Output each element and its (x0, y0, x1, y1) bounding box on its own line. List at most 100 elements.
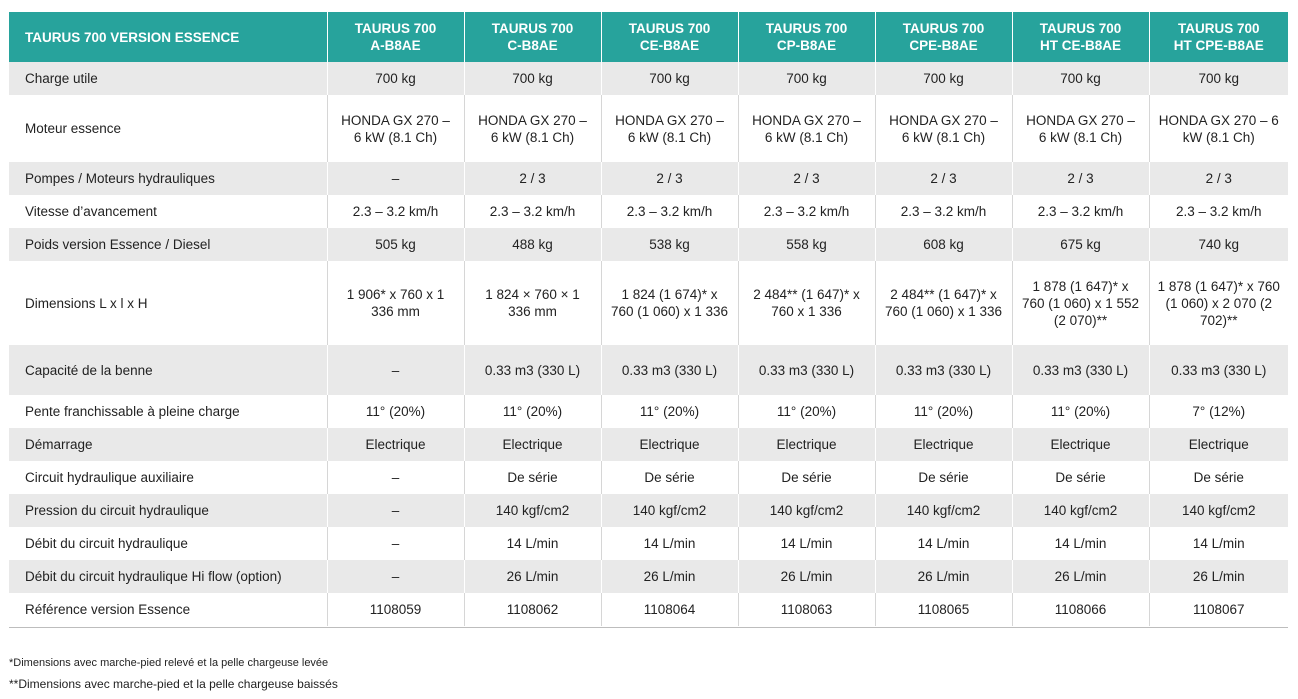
row-label: Débit du circuit hydraulique Hi flow (op… (9, 560, 327, 593)
table-cell: 538 kg (600, 228, 738, 261)
table-cell: 14 L/min (1148, 527, 1288, 560)
table-cell: 11° (20%) (1011, 395, 1149, 428)
table-cell: 2 484** (1 647)* x 760 (1 060) x 1 336 (874, 261, 1012, 345)
table-cell: 2 / 3 (874, 162, 1012, 195)
table-cell: 1108067 (1148, 593, 1288, 626)
model-name: TAURUS 700 (491, 21, 574, 36)
table-cell: 1108062 (463, 593, 601, 626)
spec-body: Charge utile 700 kg 700 kg 700 kg 700 kg 700 … (9, 62, 1288, 626)
table-cell: 1108064 (600, 593, 738, 626)
table-cell: 700 kg (1011, 62, 1149, 95)
model-name: TAURUS 700 (628, 21, 711, 36)
row-label: Pression du circuit hydraulique (9, 494, 327, 527)
table-cell: 0.33 m3 (330 L) (1011, 345, 1149, 395)
table-cell: 1108063 (737, 593, 875, 626)
table-cell: 2 484** (1 647)* x 760 x 1 336 (737, 261, 875, 345)
table-cell: 0.33 m3 (330 L) (600, 345, 738, 395)
table-cell: – (326, 461, 464, 494)
table-cell: 14 L/min (600, 527, 738, 560)
table-cell: 11° (20%) (874, 395, 1012, 428)
table-cell: 700 kg (463, 62, 601, 95)
table-cell: HONDA GX 270 – 6 kW (8.1 Ch) (600, 95, 738, 162)
table-cell: 11° (20%) (600, 395, 738, 428)
table-cell: 14 L/min (463, 527, 601, 560)
table-cell: 2 / 3 (1011, 162, 1149, 195)
table-cell: 700 kg (600, 62, 738, 95)
table-cell: – (326, 162, 464, 195)
table-cell: Electrique (737, 428, 875, 461)
table-cell: – (326, 527, 464, 560)
table-cell: HONDA GX 270 – 6 kW (8.1 Ch) (1011, 95, 1149, 162)
table-cell: 608 kg (874, 228, 1012, 261)
table-row: Vitesse d’avancement 2.3 – 3.2 km/h 2.3 – … (9, 195, 1288, 228)
table-cell: De série (600, 461, 738, 494)
table-cell: De série (1011, 461, 1149, 494)
table-cell: Electrique (326, 428, 464, 461)
table-cell: 2.3 – 3.2 km/h (326, 195, 464, 228)
model-code: A-B8AE (370, 38, 421, 53)
table-cell: De série (1148, 461, 1288, 494)
header-row: TAURUS 700 VERSION ESSENCE TAURUS 700 A-B… (9, 12, 1288, 62)
table-cell: 505 kg (326, 228, 464, 261)
table-cell: 700 kg (326, 62, 464, 95)
table-cell: 14 L/min (1011, 527, 1149, 560)
table-cell: 11° (20%) (737, 395, 875, 428)
model-code: HT CPE-B8AE (1173, 38, 1264, 53)
table-cell: De série (463, 461, 601, 494)
table-cell: Electrique (1011, 428, 1149, 461)
table-cell: 26 L/min (737, 560, 875, 593)
table-cell: 14 L/min (874, 527, 1012, 560)
table-cell: 2.3 – 3.2 km/h (600, 195, 738, 228)
table-cell: 0.33 m3 (330 L) (1148, 345, 1288, 395)
bottom-divider (9, 627, 1288, 628)
table-row: Référence version Essence 1108059 1108062 1… (9, 593, 1288, 626)
footnote-1: *Dimensions avec marche-pied relevé et l… (9, 657, 329, 669)
table-row: Débit du circuit hydraulique –14 L/min 14 … (9, 527, 1288, 560)
row-label: Référence version Essence (9, 593, 327, 626)
table-cell: HONDA GX 270 – 6 kW (8.1 Ch) (874, 95, 1012, 162)
table-cell: Electrique (1148, 428, 1288, 461)
table-row: Démarrage Electrique Electrique Electrique E… (9, 428, 1288, 461)
table-cell: De série (874, 461, 1012, 494)
model-name: TAURUS 700 (354, 21, 437, 36)
table-cell: 700 kg (737, 62, 875, 95)
table-cell: 2.3 – 3.2 km/h (1011, 195, 1149, 228)
model-name: TAURUS 700 (1039, 21, 1122, 36)
model-header: TAURUS 700 C-B8AE (463, 12, 601, 62)
table-cell: 26 L/min (874, 560, 1012, 593)
row-label: Pompes / Moteurs hydrauliques (9, 162, 327, 195)
table-row: Moteur essence HONDA GX 270 – 6 kW (8.1 C… (9, 95, 1288, 162)
table-cell: – (326, 494, 464, 527)
table-row: Pression du circuit hydraulique –140 kgf/… (9, 494, 1288, 527)
table-cell: 26 L/min (463, 560, 601, 593)
table-cell: 11° (20%) (463, 395, 601, 428)
row-label: Circuit hydraulique auxiliaire (9, 461, 327, 494)
table-cell: – (326, 560, 464, 593)
table-cell: 140 kgf/cm2 (1011, 494, 1149, 527)
table-cell: 740 kg (1148, 228, 1288, 261)
table-cell: 1 824 (1 674)* x 760 (1 060) x 1 336 (600, 261, 738, 345)
model-header: TAURUS 700 CP-B8AE (737, 12, 875, 62)
table-cell: 2.3 – 3.2 km/h (463, 195, 601, 228)
table-cell: 700 kg (1148, 62, 1288, 95)
table-cell: 1 906* x 760 x 1 336 mm (326, 261, 464, 345)
row-label: Démarrage (9, 428, 327, 461)
table-cell: 140 kgf/cm2 (1148, 494, 1288, 527)
model-code: CE-B8AE (639, 38, 700, 53)
table-cell: 1 878 (1 647)* x 760 (1 060) x 1 552 (2 … (1011, 261, 1149, 345)
model-header: TAURUS 700 HT CE-B8AE (1011, 12, 1149, 62)
model-code: HT CE-B8AE (1039, 38, 1121, 53)
table-cell: 2.3 – 3.2 km/h (874, 195, 1012, 228)
table-cell: 2.3 – 3.2 km/h (1148, 195, 1288, 228)
table-cell: 26 L/min (600, 560, 738, 593)
table-cell: 700 kg (874, 62, 1012, 95)
table-cell: 2.3 – 3.2 km/h (737, 195, 875, 228)
row-label: Capacité de la benne (9, 345, 327, 395)
model-header: TAURUS 700 CE-B8AE (600, 12, 738, 62)
model-code: CP-B8AE (776, 38, 837, 53)
table-cell: 140 kgf/cm2 (463, 494, 601, 527)
table-cell: 26 L/min (1011, 560, 1149, 593)
model-name: TAURUS 700 (765, 21, 848, 36)
table-cell: 140 kgf/cm2 (874, 494, 1012, 527)
